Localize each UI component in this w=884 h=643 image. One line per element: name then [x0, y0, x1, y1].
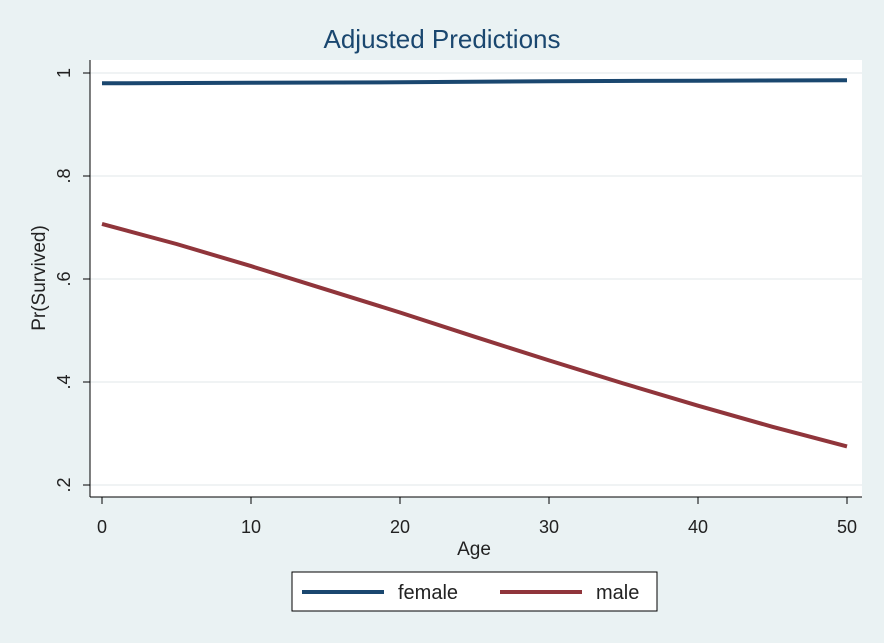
y-tick-label: .2	[54, 477, 74, 492]
x-tick-label: 10	[241, 517, 261, 537]
x-tick-label: 20	[390, 517, 410, 537]
grid-layer	[90, 72, 862, 486]
x-tick-label: 0	[97, 517, 107, 537]
y-axis-title: Pr(Survived)	[29, 225, 50, 331]
legend-label-male: male	[596, 582, 639, 604]
y-tick-label: .4	[54, 374, 74, 389]
series-line-male	[101, 221, 848, 449]
series-line-female	[101, 78, 848, 86]
y-tick-layer: .2 .4 .6 .8 1	[54, 68, 90, 493]
legend: female male	[302, 582, 639, 604]
x-tick-label: 30	[539, 517, 559, 537]
series-layer	[101, 78, 848, 449]
x-tick-layer: 0 10 20 30 40 50	[97, 497, 857, 537]
x-tick-label: 40	[688, 517, 708, 537]
legend-label-female: female	[398, 582, 458, 604]
x-tick-label: 50	[837, 517, 857, 537]
y-tick-label: .8	[54, 168, 74, 183]
y-tick-label: .6	[54, 271, 74, 286]
y-tick-label: 1	[54, 68, 74, 78]
chart-title: Adjusted Predictions	[323, 24, 560, 54]
x-axis-title: Age	[457, 539, 491, 560]
